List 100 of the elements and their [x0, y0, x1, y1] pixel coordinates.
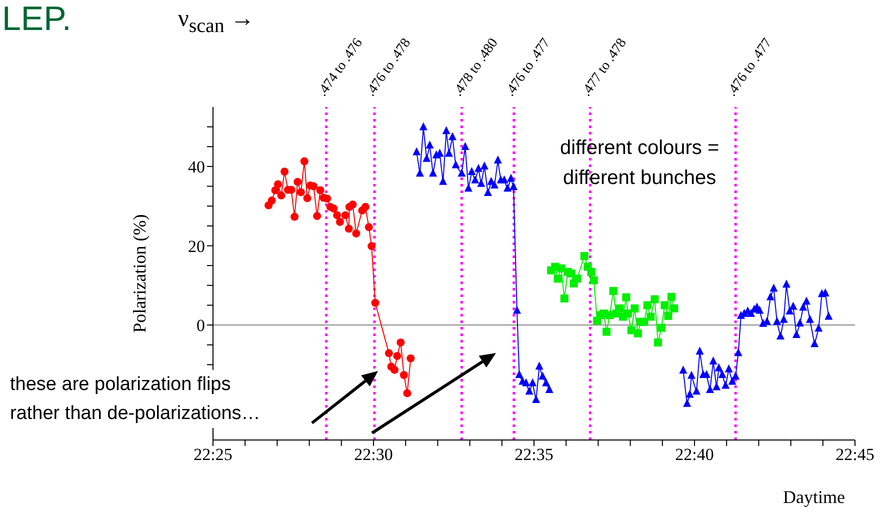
annotation: these are polarization flips rather than de-polarizations… [10, 373, 260, 426]
x-tick-label: 22:30 [354, 445, 393, 464]
point [480, 161, 488, 170]
point [542, 378, 550, 386]
point [810, 339, 819, 348]
point [796, 318, 804, 326]
point [348, 200, 357, 209]
x-tick-label: 22:25 [194, 445, 232, 464]
point [573, 274, 582, 283]
point [567, 270, 576, 278]
point [786, 306, 794, 315]
point [352, 229, 360, 238]
point [824, 312, 833, 320]
point [587, 268, 596, 276]
point [333, 211, 342, 220]
point [657, 324, 666, 332]
point [474, 164, 482, 172]
point [557, 264, 566, 272]
point [442, 126, 450, 134]
point [709, 356, 718, 365]
point [792, 330, 800, 338]
point [490, 180, 498, 188]
point [277, 191, 286, 200]
point [406, 354, 415, 362]
point [522, 378, 530, 386]
point [799, 302, 808, 311]
point [344, 224, 353, 233]
point [500, 175, 508, 184]
y-tick-label: 0 [196, 316, 205, 336]
point [683, 398, 692, 407]
point [336, 218, 344, 226]
point [776, 332, 784, 340]
point [679, 366, 688, 374]
point [341, 211, 350, 220]
chart-title: LEP. [2, 0, 72, 38]
point [296, 188, 305, 196]
point [706, 385, 714, 394]
point [535, 362, 544, 370]
point [368, 242, 376, 250]
point [313, 212, 322, 220]
point [416, 168, 424, 177]
point [471, 175, 480, 184]
point [303, 194, 312, 202]
point [426, 140, 434, 148]
point [780, 314, 788, 323]
point [654, 338, 662, 346]
point [280, 168, 289, 176]
point [756, 306, 764, 314]
point [444, 148, 453, 157]
point [316, 186, 324, 194]
point [528, 378, 537, 386]
ref-line-label: .478 to .480 [450, 36, 502, 100]
point [400, 370, 408, 379]
point [724, 364, 733, 372]
point [746, 308, 755, 317]
point [452, 160, 460, 168]
y-tick-label: 40 [188, 158, 205, 176]
point [714, 363, 723, 372]
point [422, 154, 431, 162]
point [532, 394, 540, 403]
text: ν$_{scan}$ → [178, 6, 254, 38]
point [364, 223, 373, 232]
x-axis-title: Daytime [783, 487, 846, 507]
point [696, 346, 704, 355]
point [646, 312, 655, 321]
point [484, 188, 492, 196]
point [300, 157, 308, 166]
ref-line-label: .474 to .476 [315, 36, 366, 100]
point [515, 370, 524, 378]
point [590, 276, 598, 284]
point [687, 370, 696, 379]
point [403, 389, 412, 398]
point [712, 382, 721, 390]
point [268, 196, 276, 205]
point [545, 385, 554, 394]
point [643, 301, 652, 310]
point [718, 370, 726, 378]
point [461, 142, 470, 150]
point [390, 366, 398, 374]
point [310, 182, 318, 190]
point [622, 293, 630, 302]
point [384, 349, 393, 358]
point [464, 184, 472, 192]
point [560, 294, 568, 302]
point [371, 298, 380, 307]
point [294, 178, 302, 186]
point [650, 295, 659, 304]
x-tick-label: 22:35 [514, 445, 554, 464]
point [429, 168, 438, 177]
point [510, 182, 518, 190]
point [330, 204, 338, 212]
point [772, 316, 781, 325]
annotation: different colours = different bunches [560, 136, 720, 191]
point [766, 292, 774, 300]
point [396, 338, 405, 346]
point [814, 324, 823, 332]
point [468, 167, 476, 176]
point [504, 184, 512, 192]
point [271, 186, 280, 194]
point [664, 312, 672, 320]
